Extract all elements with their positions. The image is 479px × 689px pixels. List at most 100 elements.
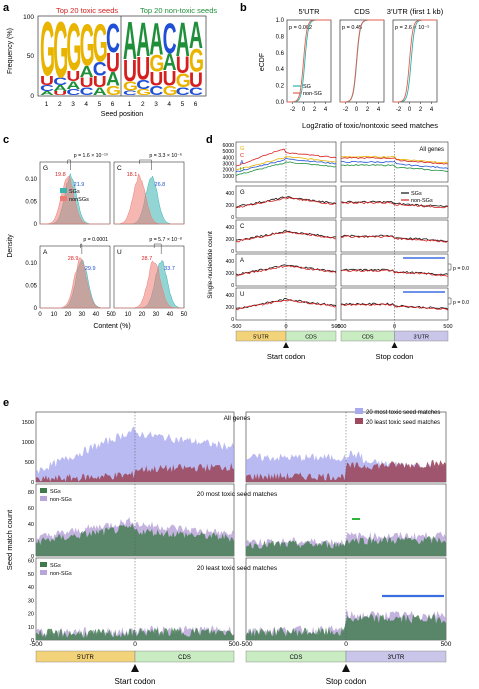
logo-nontoxic-letter-G-pos2: G <box>136 88 151 98</box>
panel-d-xtick: -500 <box>335 324 346 330</box>
panel-b-curve-nonsg <box>287 19 331 103</box>
panel-d-ytick-row: 0 <box>231 317 234 323</box>
panel-e-mid-title: 20 most toxic seed matches <box>197 491 278 498</box>
panel-d-allgenes-line-U <box>235 161 337 177</box>
panel-d-allgenes-line-C <box>235 148 337 167</box>
panel-e-ylabel: Seed match count <box>5 509 14 570</box>
panel-c-xtick: 20 <box>65 312 72 318</box>
panel-d-allgenes-line-G <box>235 156 337 171</box>
logo-nontoxic-letter-C-pos5: C <box>176 86 190 98</box>
panel-c-ytick: 0 <box>34 306 38 312</box>
panel-e: e Seed match count All genes 20 most toxi… <box>3 397 452 686</box>
panel-d-ylabel: Single-nucleotide count <box>207 231 214 299</box>
panel-c-xtick: 20 <box>139 312 146 318</box>
panel-d-ytick-row: 0 <box>231 249 234 255</box>
panel-a-xtick: 5 <box>98 101 102 108</box>
panel-d-pvalue: p = 0.0 <box>453 300 469 306</box>
panel-d-xtick: 0 <box>284 324 287 330</box>
panel-c-xtick: 10 <box>51 312 58 318</box>
panel-d-ytick-row: 200 <box>226 203 235 209</box>
panel-d-ytick-row: 0 <box>231 283 234 289</box>
panel-d-line-nonsgs <box>235 231 337 243</box>
panel-d-profile-plots: All genesGCAU100020003000400050006000G02… <box>222 141 469 361</box>
panel-d-row-frame <box>235 287 337 321</box>
logo-toxic-letter-C-pos1: C <box>40 84 54 94</box>
panel-e-xtick: 500 <box>229 641 240 648</box>
panel-c-bracket <box>80 243 83 254</box>
legend-swatch-least-toxic <box>355 418 363 424</box>
panel-e-bot-title: 20 least toxic seed matches <box>197 565 278 572</box>
logo-toxic-letter-G-pos5: G <box>93 12 108 73</box>
logo-toxic-letter-A-pos3: A <box>66 80 80 92</box>
panel-e-stop-codon: Stop codon <box>326 677 366 686</box>
logo-nontoxic-letter-C-pos4: C <box>163 15 177 63</box>
panel-e-area-sgs <box>36 523 234 556</box>
panel-d-pvalue: p = 0.0 <box>453 266 469 272</box>
panel-b-xtick: 0 <box>302 107 306 113</box>
panel-d-ytick-row: 400 <box>226 191 235 197</box>
panel-b-curve-sg <box>393 19 437 103</box>
panel-b-xtick: -2 <box>343 107 349 113</box>
logo-toxic-letter-U-pos1: U <box>40 74 54 88</box>
panel-d-xtick: 500 <box>331 324 340 330</box>
panel-e-xtick: 0 <box>133 641 137 648</box>
panel-d-region-label: CDS <box>362 335 374 341</box>
logo-toxic-letter-A-pos2: A <box>53 84 67 94</box>
panel-e-letter: e <box>3 397 9 409</box>
panel-d-xtick: -500 <box>230 324 241 330</box>
panel-e-legend-sgs: SGs <box>50 489 61 495</box>
logo-toxic-letter-G-pos3: G <box>66 12 81 85</box>
panel-a-ytick-0: 0 <box>30 93 34 100</box>
start-codon-arrow-icon <box>283 342 289 348</box>
panel-b-xtick: 4 <box>324 107 328 113</box>
panel-d-ytick-row: 0 <box>231 215 234 221</box>
panel-e-ytick: 80 <box>28 490 34 496</box>
panel-b-pvalue: p = 2.6 × 10⁻⁵ <box>395 24 430 31</box>
panel-e-ytick: 50 <box>28 572 34 578</box>
panel-d-all-genes-label: All genes <box>419 147 444 153</box>
panel-a-ylabel: Frequency (%) <box>7 28 14 74</box>
stop-codon-arrow-icon <box>391 342 398 348</box>
logo-toxic-letter-C-pos6: C <box>106 15 120 61</box>
panel-e-region-label: CDS <box>290 655 303 661</box>
logo-toxic-letter-G-pos2: G <box>53 7 68 95</box>
panel-c-ytick: 0.05 <box>25 199 37 205</box>
panel-d-legend-nt: U <box>240 167 244 173</box>
panel-b-xtick: 2 <box>313 107 317 113</box>
legend-swatch-nonsgs <box>40 570 47 575</box>
panel-d-ytick-row: 200 <box>226 271 235 277</box>
panel-d-ytick-all: 1000 <box>222 174 234 180</box>
panel-e-region-label: 5′UTR <box>77 655 94 661</box>
panel-e-xtick: -500 <box>29 641 42 648</box>
panel-b-pvalue: p = 0.002 <box>289 25 312 31</box>
panel-d-row-letter: U <box>240 292 244 298</box>
legend-sg: SG <box>303 84 311 90</box>
panel-d-region-label: 5′UTR <box>253 335 268 341</box>
logo-nontoxic-letter-G-pos6: G <box>189 42 204 78</box>
panel-d-line-nonsgs <box>340 303 449 311</box>
logo-nontoxic-letter-U-pos3: U <box>149 69 163 91</box>
logo-nontoxic-letter-G-pos4: G <box>163 84 178 98</box>
panel-b-xtick: 2 <box>366 107 370 113</box>
logo-nontoxic-letter-U-pos1: U <box>123 55 137 88</box>
panel-e-ytick: 40 <box>28 522 34 528</box>
panel-e-ytick: 0 <box>31 554 34 560</box>
panel-d-region-1 <box>285 330 337 342</box>
panel-e-xtick: 500 <box>441 641 452 648</box>
panel-a-sequence-logo: ACUGUACGCAUGCUAGAUCGGAUCCGUAGCUACUGAGUAC… <box>40 6 204 99</box>
panel-d-ytick-row: 400 <box>226 259 235 265</box>
logo-toxic-letter-U-pos4: U <box>80 75 94 91</box>
logo-nontoxic-letter-U-pos2: U <box>136 50 150 86</box>
panel-c-value-nonsg: 19.8 <box>55 172 66 178</box>
panel-a-xtick: 2 <box>58 101 62 108</box>
panel-e-ytick: 10 <box>28 625 34 631</box>
panel-c-density-nonsg <box>40 175 110 225</box>
legend-swatch-nonsgs <box>40 496 47 501</box>
panel-d-legend-nonsgs: non-SGs <box>411 198 433 204</box>
logo-toxic-letter-A-pos5: A <box>93 86 107 98</box>
panel-d-xtick: 500 <box>443 324 452 330</box>
panel-e-area-sgs <box>246 536 446 556</box>
legend-swatch-nonsgs <box>60 196 67 201</box>
